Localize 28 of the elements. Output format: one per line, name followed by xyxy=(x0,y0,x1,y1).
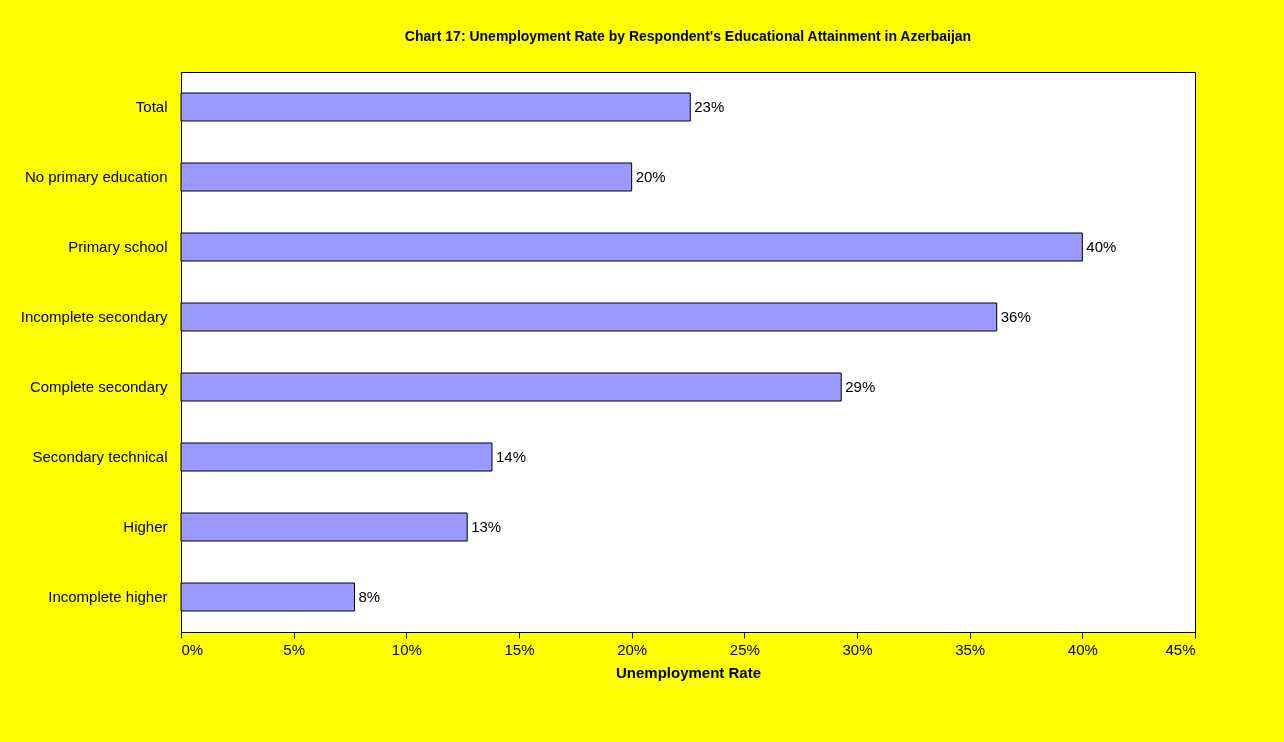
x-tick-label: 0% xyxy=(181,640,204,658)
data-label: 13% xyxy=(471,518,502,535)
data-label: 8% xyxy=(358,588,381,605)
y-tick-label: Higher xyxy=(123,518,168,535)
x-tick-label: 10% xyxy=(391,640,422,658)
chart-title: Chart 17: Unemployment Rate by Respondent's Educational Attainment in Azerbaijan xyxy=(404,28,972,44)
x-tick-label: 15% xyxy=(504,640,535,658)
data-label: 36% xyxy=(1000,308,1031,325)
data-label: 29% xyxy=(845,378,876,395)
y-tick-label: No primary education xyxy=(24,168,168,185)
x-tick-label: 5% xyxy=(283,640,306,658)
x-tick-label: 45% xyxy=(1165,640,1196,658)
x-tick-label: 25% xyxy=(729,640,760,658)
data-label: 14% xyxy=(495,448,526,465)
data-label: 40% xyxy=(1086,238,1117,255)
y-tick-label: Secondary technical xyxy=(32,448,168,465)
y-tick-label: Incomplete secondary xyxy=(20,308,168,325)
y-tick-label: Total xyxy=(135,98,168,115)
x-tick-label: 35% xyxy=(955,640,986,658)
y-tick-label: Incomplete higher xyxy=(48,588,168,605)
x-tick-label: 30% xyxy=(842,640,873,658)
y-tick-label: Primary school xyxy=(68,238,168,255)
data-label: 23% xyxy=(694,98,725,115)
x-axis-title: Unemployment Rate xyxy=(615,663,762,681)
data-label: 20% xyxy=(635,168,666,185)
x-tick-label: 20% xyxy=(617,640,648,658)
x-tick-label: 40% xyxy=(1067,640,1098,658)
y-tick-label: Complete secondary xyxy=(29,378,168,395)
